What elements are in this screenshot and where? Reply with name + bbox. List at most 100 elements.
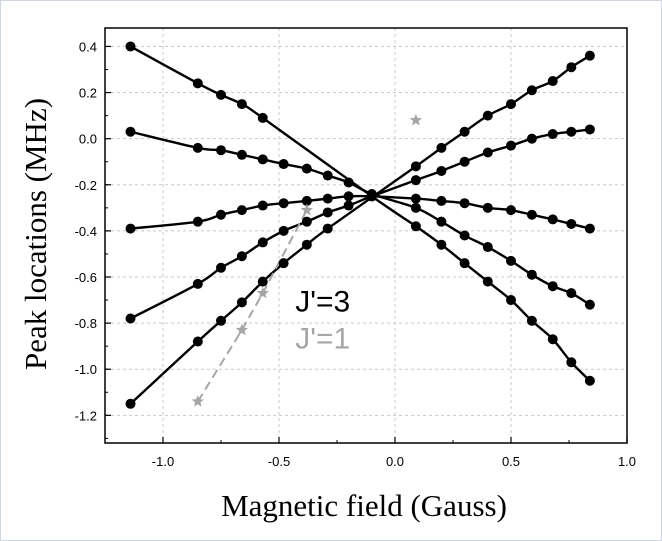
data-point [216, 262, 226, 273]
data-point [216, 209, 226, 220]
data-point [566, 218, 577, 229]
data-point [436, 239, 447, 250]
data-point [257, 237, 268, 248]
data-point [547, 334, 558, 345]
data-point [410, 221, 421, 232]
data-point [278, 225, 289, 236]
fit-curve-4 [129, 54, 591, 405]
data-point [410, 175, 421, 186]
data-point [506, 140, 516, 151]
data-point [301, 163, 312, 174]
data-point [547, 281, 558, 292]
data-point [301, 195, 312, 206]
data-point [506, 99, 516, 110]
data-points [125, 41, 595, 409]
grid [105, 28, 628, 443]
data-point [301, 239, 312, 250]
data-point [278, 198, 289, 209]
data-point [192, 216, 203, 227]
data-point [482, 147, 493, 158]
data-point [459, 126, 470, 137]
data-point [322, 193, 333, 204]
data-point [436, 142, 447, 153]
y-tick-label: 0.0 [79, 132, 97, 147]
data-point [526, 315, 537, 326]
y-tick-label: -0.4 [75, 224, 97, 239]
data-point [278, 258, 289, 269]
data-point-star [256, 286, 269, 299]
data-point [566, 288, 577, 299]
data-point [216, 89, 226, 100]
data-point [257, 154, 268, 165]
data-point [482, 202, 493, 213]
data-point [459, 230, 470, 241]
data-point [257, 200, 268, 211]
ticks: -1.0 -0.5 0.0 0.5 1.0 0.4 0.2 0.0 -0.2 -0.4 -0.6 -0… [75, 39, 636, 469]
data-point [192, 278, 203, 289]
y-tick-label: -0.8 [75, 316, 97, 331]
data-point [584, 375, 595, 386]
y-tick-label: -0.2 [75, 178, 97, 193]
y-tick-label: -0.6 [75, 270, 97, 285]
data-point [236, 251, 247, 262]
data-point [584, 124, 595, 135]
x-tick-label: 0.5 [502, 454, 520, 469]
data-point [343, 177, 354, 188]
data-point [506, 295, 516, 306]
y-axis-title: Peak locations (MHz) [18, 98, 53, 370]
data-point [526, 269, 537, 280]
data-point [547, 129, 558, 140]
data-point [459, 156, 470, 167]
guide-line-5 [196, 209, 308, 403]
data-point [459, 198, 470, 209]
data-point [125, 313, 136, 324]
data-point [566, 126, 577, 137]
data-point [436, 165, 447, 176]
data-point [459, 258, 470, 269]
x-axis-title: Magnetic field (Gauss) [221, 488, 507, 523]
data-point [216, 145, 226, 156]
data-point [278, 159, 289, 170]
data-point [526, 133, 537, 144]
data-point [566, 62, 577, 73]
data-point [410, 193, 421, 204]
data-point [322, 170, 333, 181]
data-point [192, 336, 203, 347]
data-point [526, 85, 537, 96]
data-point [547, 214, 558, 225]
data-point [566, 357, 577, 368]
data-point [436, 216, 447, 227]
data-point [236, 149, 247, 160]
data-point [257, 276, 268, 287]
data-point [322, 223, 333, 234]
data-point [322, 207, 333, 218]
data-point-star [235, 323, 249, 336]
annotation-j1: J'=1 [295, 322, 350, 355]
data-point [125, 41, 136, 52]
data-point [482, 276, 493, 287]
data-point-star [300, 203, 314, 216]
data-point [236, 297, 247, 308]
data-point [192, 142, 203, 153]
annotation-j3: J'=3 [295, 286, 350, 319]
plot-area [104, 27, 628, 444]
data-point [410, 161, 421, 172]
y-tick-label: -1.0 [75, 362, 97, 377]
y-tick-label: -1.2 [75, 408, 97, 423]
data-point [482, 110, 493, 121]
y-tick-label: 0.4 [79, 39, 97, 54]
data-point [526, 209, 537, 220]
data-point [482, 242, 493, 253]
data-point [584, 299, 595, 310]
data-point [236, 99, 247, 110]
data-point-star [409, 113, 423, 126]
data-point [125, 398, 136, 409]
data-point [192, 78, 203, 89]
data-point [410, 202, 421, 213]
x-tick-label: -0.5 [268, 454, 290, 469]
x-tick-label: 1.0 [618, 454, 636, 469]
data-point [125, 126, 136, 137]
data-point [506, 255, 516, 266]
